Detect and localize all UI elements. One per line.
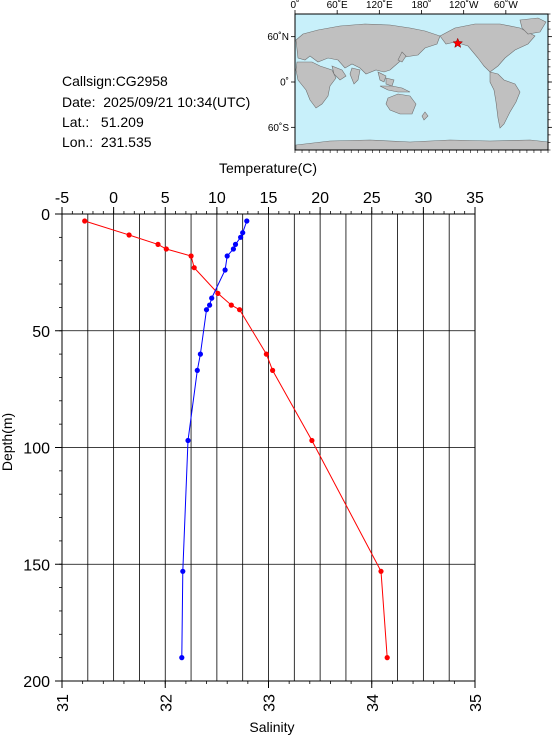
map-latitude-label: 60˚N (267, 31, 289, 43)
temperature-tick-label: -5 (55, 190, 69, 207)
depth-tick-label: 100 (23, 441, 50, 458)
depth-tick-label: 50 (32, 324, 50, 341)
callsign-label: Callsign:CG2958 (62, 73, 168, 89)
longitude-label: Lon.: 231.535 (62, 134, 152, 150)
salinity-tick-label: 35 (468, 694, 485, 712)
salinity-axis-ticks: 31 32 33 34 35 (55, 681, 485, 712)
temperature-data-point (309, 437, 315, 444)
profile-chart: -5 0 5 10 15 20 25 30 35 31 32 33 34 35 0 50 100 150 200… (0, 160, 485, 735)
latitude-label: Lat.: 51.209 (62, 114, 144, 130)
salinity-tick-label: 34 (365, 694, 382, 712)
station-marker-icon (452, 37, 464, 48)
temperature-data-point (215, 290, 221, 296)
salinity-axis-label: Salinity (249, 719, 294, 735)
map-latitude-ticks: 60˚N 0˚ 60˚S (267, 13, 552, 151)
date-label: Date: 2025/09/21 10:34(UTC) (62, 94, 251, 110)
salinity-data-point (209, 295, 215, 301)
temperature-tick-label: 15 (260, 190, 278, 207)
depth-tick-label: 0 (41, 207, 50, 224)
temperature-data-point (163, 246, 169, 252)
map-longitude-label: 60˚W (494, 0, 518, 11)
salinity-data-point (197, 351, 203, 357)
map-latitude-label: 60˚S (268, 122, 289, 134)
salinity-tick-label: 32 (158, 694, 175, 712)
world-map: 0˚ 60˚E 120˚E 180˚ 120˚W 60˚W 60˚N 0˚ 60˚S (267, 0, 552, 153)
temperature-axis-ticks: -5 0 5 10 15 20 25 30 35 (55, 190, 484, 214)
salinity-data-point (222, 267, 228, 273)
temperature-tick-label: 35 (466, 190, 484, 207)
temperature-data-point (270, 367, 276, 373)
salinity-data-point (207, 302, 213, 308)
depth-tick-label: 200 (23, 674, 50, 691)
temperature-data-point (191, 265, 197, 271)
salinity-data-point (179, 655, 185, 661)
salinity-data-point (230, 246, 236, 252)
map-longitude-label: 120˚W (449, 0, 479, 11)
map-longitude-label: 180˚ (411, 0, 431, 11)
map-longitude-ticks: 0˚ 60˚E 120˚E 180˚ 120˚W 60˚W (291, 0, 549, 153)
temperature-tick-label: 25 (363, 190, 381, 207)
salinity-data-point (232, 241, 239, 247)
salinity-data-point (238, 234, 244, 240)
temperature-data-point (155, 241, 161, 247)
salinity-data-point (224, 253, 230, 259)
map-latitude-label: 0˚ (280, 77, 289, 89)
temperature-tick-label: 5 (161, 190, 170, 207)
temperature-tick-label: 20 (311, 190, 329, 207)
temperature-data-point (188, 253, 194, 259)
salinity-data-point (194, 367, 200, 373)
map-longitude-label: 0˚ (291, 0, 300, 11)
temperature-tick-label: 10 (208, 190, 226, 207)
series-layer (82, 218, 390, 661)
temperature-tick-label: 30 (414, 190, 432, 207)
salinity-data-point (244, 218, 250, 224)
temperature-data-point (228, 302, 234, 308)
depth-axis-ticks: 0 50 100 150 200 (23, 207, 62, 691)
temperature-data-point (82, 218, 88, 224)
temperature-data-point (126, 232, 132, 238)
temperature-data-point (384, 655, 390, 661)
salinity-data-point (180, 568, 186, 574)
depth-tick-label: 150 (23, 557, 50, 574)
map-longitude-label: 60˚E (327, 0, 348, 11)
temperature-data-point (237, 307, 243, 313)
temperature-tick-label: 0 (109, 190, 118, 207)
temperature-data-point (378, 568, 384, 574)
temperature-data-point (263, 351, 269, 357)
salinity-data-point (203, 307, 210, 313)
salinity-tick-label: 33 (262, 694, 279, 712)
temperature-axis-label: Temperature(C) (219, 160, 317, 176)
depth-axis-label: Depth(m) (0, 413, 15, 471)
map-longitude-label: 120˚E (366, 0, 393, 11)
salinity-tick-label: 31 (55, 694, 72, 712)
salinity-data-point (185, 437, 191, 444)
salinity-data-point (240, 230, 246, 236)
map-land (295, 17, 549, 151)
grid-lines (61, 213, 476, 682)
